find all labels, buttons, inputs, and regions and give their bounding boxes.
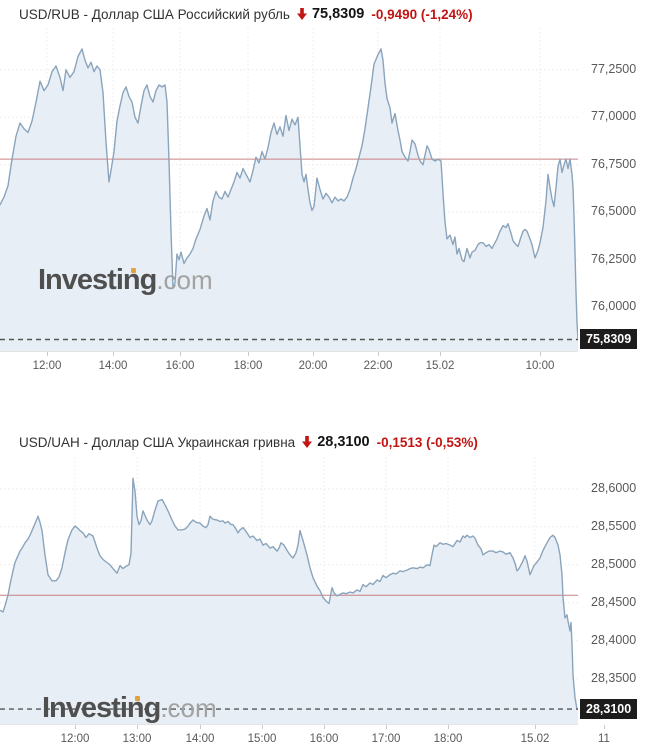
x-axis-tickmark — [313, 352, 314, 356]
x-axis-tickmark — [604, 725, 605, 729]
x-axis-tickmark — [200, 725, 201, 729]
x-axis-tickmark — [378, 352, 379, 356]
x-axis-tickmark — [47, 352, 48, 356]
x-axis-label: 11 — [598, 733, 610, 745]
x-axis-label: 18:00 — [233, 360, 263, 372]
usdrub-price-change: -0,9490 (-1,24%) — [371, 6, 473, 22]
x-axis-label: 17:00 — [371, 733, 401, 745]
y-axis-label: 28,4500 — [591, 594, 637, 609]
x-axis-label: 20:00 — [298, 360, 328, 372]
x-axis-label: 15:00 — [247, 733, 277, 745]
y-axis-label: 28,6000 — [591, 480, 637, 495]
x-axis-label: 18:00 — [433, 733, 463, 745]
usduah-last-price: 28,3100 — [317, 434, 370, 450]
x-axis-label: 16:00 — [165, 360, 195, 372]
usdrub-last-price: 75,8309 — [311, 6, 365, 22]
x-axis-label: 12:00 — [32, 360, 62, 372]
y-axis-label: 28,5000 — [591, 556, 637, 571]
y-axis-label: 76,2500 — [591, 251, 637, 266]
x-axis-label: 13:00 — [122, 733, 152, 745]
usduah-price-chart — [0, 457, 578, 725]
usdrub-plot-area: Investing .com 77,2500 77,0000 76,7500 76,5… — [0, 28, 668, 352]
x-axis-label: 14:00 — [185, 733, 215, 745]
x-axis-tickmark — [386, 725, 387, 729]
usduah-title-row: USD/UAH - Доллар США Украинская гривна 2… — [0, 425, 668, 457]
usduah-x-axis: 12:00 13:00 14:00 15:00 16:00 17:00 18:00 15.02… — [0, 725, 668, 755]
usdrub-current-price-badge: 75,8309 — [580, 329, 638, 350]
x-axis-tickmark — [535, 725, 536, 729]
y-axis-label: 77,0000 — [591, 109, 637, 124]
usdrub-pair-title: USD/RUB - Доллар США Российский рубль — [19, 6, 290, 22]
x-axis-label: 22:00 — [363, 360, 393, 372]
x-axis-label: 10:00 — [525, 360, 555, 372]
chart-section-usdrub: USD/RUB - Доллар США Российский рубль 75… — [0, 0, 668, 380]
y-axis-label: 28,4000 — [591, 632, 637, 647]
usduah-current-price-badge: 28,3100 — [580, 699, 638, 720]
y-axis-label: 76,7500 — [591, 156, 637, 171]
section-divider — [0, 380, 668, 425]
usdrub-price-chart — [0, 28, 578, 352]
usduah-pair-title: USD/UAH - Доллар США Украинская гривна — [19, 434, 296, 450]
x-axis-tickmark — [440, 352, 441, 356]
chart-section-usduah: USD/UAH - Доллар США Украинская гривна 2… — [0, 425, 668, 755]
usduah-y-axis: 28,6000 28,5500 28,5000 28,4500 28,4000 28,35… — [578, 457, 668, 725]
y-axis-label: 28,3500 — [591, 670, 637, 685]
x-axis-label: 12:00 — [60, 733, 90, 745]
x-axis-label: 16:00 — [309, 733, 339, 745]
usduah-price-change: -0,1513 (-0,53%) — [376, 434, 478, 450]
x-axis-tickmark — [540, 352, 541, 356]
y-axis-label: 77,2500 — [591, 61, 637, 76]
x-axis-label: 15.02 — [520, 733, 550, 745]
y-axis-label: 28,5500 — [591, 518, 637, 533]
x-axis-tickmark — [75, 725, 76, 729]
x-axis-tickmark — [248, 352, 249, 356]
x-axis-tickmark — [180, 352, 181, 356]
price-down-arrow-icon — [296, 8, 307, 20]
x-axis-label: 14:00 — [98, 360, 128, 372]
usdrub-x-axis: 12:00 14:00 16:00 18:00 20:00 22:00 15.02 10:00 — [0, 352, 668, 380]
usduah-plot-area: Investing .com 28,6000 28,5500 28,5000 28,4… — [0, 457, 668, 725]
x-axis-tickmark — [448, 725, 449, 729]
price-down-arrow-icon — [302, 436, 313, 448]
x-axis-tickmark — [137, 725, 138, 729]
x-axis-label: 15.02 — [425, 360, 455, 372]
y-axis-label: 76,5000 — [591, 204, 637, 219]
x-axis-tickmark — [324, 725, 325, 729]
y-axis-label: 76,0000 — [591, 299, 637, 314]
x-axis-tickmark — [113, 352, 114, 356]
x-axis-tickmark — [262, 725, 263, 729]
usdrub-y-axis: 77,2500 77,0000 76,7500 76,5000 76,2500 76,00… — [578, 28, 668, 352]
usdrub-title-row: USD/RUB - Доллар США Российский рубль 75… — [0, 0, 668, 28]
